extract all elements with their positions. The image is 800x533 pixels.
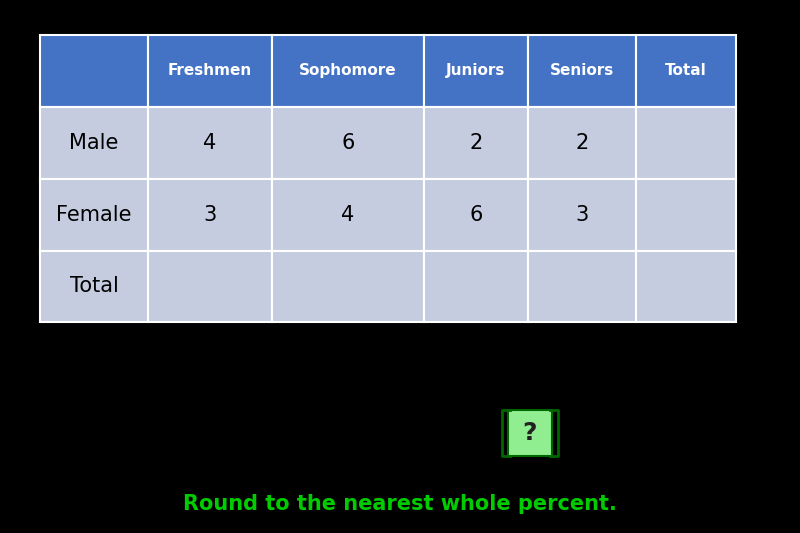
FancyBboxPatch shape [508, 410, 552, 456]
FancyBboxPatch shape [528, 107, 636, 179]
FancyBboxPatch shape [636, 179, 736, 251]
Text: Round to the nearest whole percent.: Round to the nearest whole percent. [183, 494, 617, 514]
FancyBboxPatch shape [528, 179, 636, 251]
FancyBboxPatch shape [272, 35, 424, 107]
Text: 3: 3 [575, 205, 589, 224]
Text: Total: Total [665, 63, 707, 78]
Text: 3: 3 [203, 205, 217, 224]
FancyBboxPatch shape [40, 179, 148, 251]
Text: Sophomore: Sophomore [299, 63, 397, 78]
Text: 2: 2 [470, 133, 482, 152]
Text: 6: 6 [342, 133, 354, 152]
FancyBboxPatch shape [528, 251, 636, 322]
Text: 6: 6 [470, 205, 482, 224]
FancyBboxPatch shape [148, 179, 272, 251]
FancyBboxPatch shape [272, 179, 424, 251]
FancyBboxPatch shape [40, 35, 148, 107]
FancyBboxPatch shape [40, 107, 148, 179]
Text: 2: 2 [575, 133, 589, 152]
FancyBboxPatch shape [272, 251, 424, 322]
Text: Male: Male [70, 133, 118, 152]
Text: Freshmen: Freshmen [168, 63, 252, 78]
FancyBboxPatch shape [424, 107, 528, 179]
FancyBboxPatch shape [148, 35, 272, 107]
FancyBboxPatch shape [424, 179, 528, 251]
FancyBboxPatch shape [40, 251, 148, 322]
Text: Female: Female [56, 205, 132, 224]
FancyBboxPatch shape [636, 251, 736, 322]
Text: Total: Total [70, 277, 118, 296]
FancyBboxPatch shape [148, 107, 272, 179]
FancyBboxPatch shape [272, 107, 424, 179]
Text: 4: 4 [203, 133, 217, 152]
FancyBboxPatch shape [636, 107, 736, 179]
Text: Seniors: Seniors [550, 63, 614, 78]
FancyBboxPatch shape [424, 35, 528, 107]
Text: ?: ? [522, 421, 538, 445]
FancyBboxPatch shape [148, 251, 272, 322]
FancyBboxPatch shape [528, 35, 636, 107]
Text: Juniors: Juniors [446, 63, 506, 78]
Text: 4: 4 [342, 205, 354, 224]
FancyBboxPatch shape [424, 251, 528, 322]
FancyBboxPatch shape [636, 35, 736, 107]
